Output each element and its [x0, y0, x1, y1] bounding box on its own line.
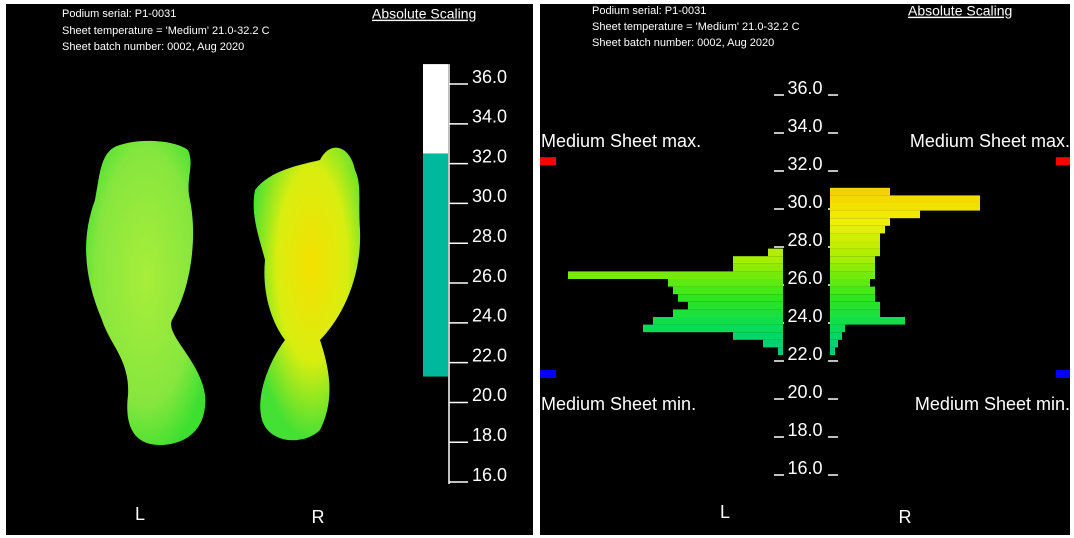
histogram-bar	[678, 294, 783, 302]
right-foot-image	[253, 147, 361, 441]
y-tick-label: 16.0	[787, 458, 822, 478]
y-tick-label: 30.0	[472, 186, 507, 206]
histogram-bar	[643, 324, 783, 333]
y-tick-label: 20.0	[787, 382, 822, 402]
y-tick-label: 26.0	[787, 268, 822, 288]
series-label: R	[899, 507, 912, 527]
y-tick-label: 36.0	[472, 67, 507, 87]
histogram-bar	[830, 233, 880, 241]
histogram-bar	[830, 203, 980, 211]
scaling-mode[interactable]: Absolute Scaling	[372, 6, 476, 22]
sheet-max-label: Medium Sheet max.	[541, 131, 701, 151]
header-line: Sheet temperature = 'Medium' 21.0-32.2 C	[592, 21, 800, 33]
sheet-min-label: Medium Sheet min.	[915, 394, 1070, 414]
histogram-bar	[830, 294, 875, 302]
sheet-min-label: Medium Sheet min.	[541, 394, 696, 414]
colorbar	[423, 153, 448, 377]
histogram-bar	[733, 256, 783, 264]
y-tick-label: 18.0	[472, 425, 507, 445]
series-label: L	[720, 502, 730, 522]
histogram-bar	[768, 248, 783, 257]
y-tick-label: 34.0	[787, 116, 822, 136]
header-line: Sheet batch number: 0002, Aug 2020	[62, 41, 244, 53]
y-tick-label: 16.0	[472, 465, 507, 485]
y-tick-label: 24.0	[472, 306, 507, 326]
y-tick-label: 20.0	[472, 385, 507, 405]
colorbar-above	[423, 64, 448, 154]
sheet-marker	[1056, 370, 1070, 378]
histogram-bar	[668, 279, 783, 287]
left-foot-image	[86, 140, 206, 445]
histogram-bar	[733, 263, 783, 272]
header-line: Sheet temperature = 'Medium' 21.0-32.2 C	[62, 25, 270, 37]
sheet-marker	[1056, 157, 1070, 166]
histogram-bar	[733, 332, 783, 340]
y-tick-label: 34.0	[472, 107, 507, 127]
y-tick-label: 26.0	[472, 266, 507, 286]
y-tick-label: 28.0	[787, 230, 822, 250]
histogram-bar	[830, 301, 880, 310]
histogram-bar	[688, 301, 783, 310]
sheet-max-label: Medium Sheet max.	[910, 131, 1070, 151]
histogram-bar	[830, 241, 880, 249]
y-tick-label: 30.0	[787, 192, 822, 212]
y-tick-label: 32.0	[472, 146, 507, 166]
histogram-bar	[830, 339, 838, 348]
histogram-bar	[830, 218, 890, 226]
histogram-bar	[568, 271, 783, 279]
header-line: Podium serial: P1-0031	[592, 5, 706, 17]
histogram-bar	[830, 347, 835, 355]
sheet-marker	[540, 157, 556, 166]
histogram-bar	[830, 225, 885, 234]
histogram-bar	[830, 248, 880, 257]
y-tick-label: 36.0	[787, 78, 822, 98]
histogram-bar	[830, 263, 875, 272]
y-tick-label: 22.0	[472, 345, 507, 365]
histogram-bar	[830, 286, 875, 295]
histogram-bar	[830, 332, 842, 340]
histogram-bar	[830, 210, 920, 219]
y-tick-label: 28.0	[472, 226, 507, 246]
histogram-bar	[830, 271, 875, 279]
histogram-bar	[830, 309, 880, 317]
y-tick-label: 32.0	[787, 154, 822, 174]
histogram-bar	[830, 317, 905, 325]
sheet-marker	[540, 370, 556, 378]
histogram-bar	[673, 309, 783, 317]
foot-label: R	[312, 507, 325, 527]
histogram-bar	[830, 324, 845, 333]
right-panel	[540, 4, 1070, 535]
foot-label: L	[135, 504, 145, 524]
header-line: Podium serial: P1-0031	[62, 8, 176, 20]
histogram-bar	[653, 317, 783, 325]
histogram-bar	[830, 256, 875, 264]
scaling-mode[interactable]: Absolute Scaling	[908, 3, 1012, 19]
histogram-bar	[673, 286, 783, 295]
y-tick-label: 18.0	[787, 420, 822, 440]
header-line: Sheet batch number: 0002, Aug 2020	[592, 37, 774, 49]
histogram-bar	[778, 347, 783, 355]
y-tick-label: 24.0	[787, 306, 822, 326]
y-tick-label: 22.0	[787, 344, 822, 364]
histogram-bar	[830, 279, 870, 287]
histogram-bar	[763, 339, 783, 348]
histogram-bar	[830, 187, 890, 196]
histogram-bar	[830, 195, 980, 203]
